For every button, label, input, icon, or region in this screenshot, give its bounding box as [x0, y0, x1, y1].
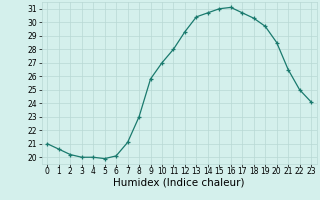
X-axis label: Humidex (Indice chaleur): Humidex (Indice chaleur) — [114, 178, 245, 188]
